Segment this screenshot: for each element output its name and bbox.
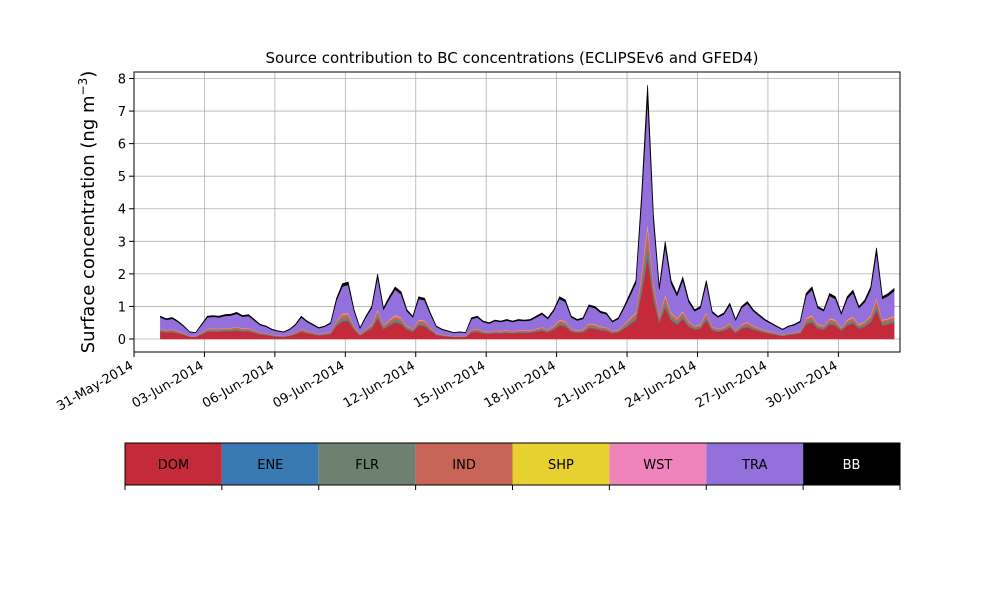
area-tra	[160, 97, 895, 337]
plot-frame	[133, 71, 901, 353]
stacked-areas	[160, 84, 895, 340]
legend-label-bb: BB	[843, 458, 861, 473]
legend-label-wst: WST	[643, 458, 672, 473]
y-tick-label-1: 1	[118, 300, 126, 315]
x-tick-label-9: 27-Jun-2014	[693, 358, 770, 411]
x-tick-label-6: 18-Jun-2014	[482, 358, 559, 411]
legend-swatch-bb	[803, 443, 900, 485]
legend-label-ene: ENE	[257, 458, 283, 473]
legend-swatch-ene	[221, 443, 319, 485]
x-tick-label-7: 21-Jun-2014	[552, 358, 629, 411]
y-tick-label-7: 7	[118, 105, 126, 120]
y-axis-label: Surface concentration (ng m−3)	[76, 71, 99, 354]
legend-label-flr: FLR	[355, 458, 379, 473]
y-tick-label-3: 3	[118, 235, 126, 250]
x-tick-label-3: 09-Jun-2014	[270, 358, 347, 411]
chart-title: Source contribution to BC concentrations…	[265, 49, 758, 67]
y-axis-label-main: Surface concentration (ng m	[78, 95, 99, 353]
x-axis-ticks: 31-May-201403-Jun-201406-Jun-201409-Jun-…	[54, 352, 840, 414]
legend-swatch-shp	[512, 443, 610, 485]
y-axis-ticks: 0 1 2 3 4 5 6 7 8	[118, 73, 134, 348]
y-tick-label-6: 6	[118, 138, 126, 153]
y-tick-label-8: 8	[118, 73, 126, 88]
axes-frame	[133, 71, 901, 353]
legend-swatch-wst	[609, 443, 707, 485]
legend-colorbar: DOM ENE FLR IND SHP WST TRA BB	[124, 442, 901, 490]
y-tick-label-5: 5	[118, 170, 126, 185]
legend-label-ind: IND	[452, 458, 476, 473]
legend-swatch-dom	[125, 443, 222, 485]
y-tick-label-4: 4	[118, 203, 126, 218]
legend-label-dom: DOM	[158, 458, 189, 473]
legend-swatch-ind	[415, 443, 513, 485]
area-wst	[160, 222, 895, 337]
y-axis-label-exponent: −3	[76, 78, 90, 96]
legend-label-tra: TRA	[741, 458, 767, 473]
legend-swatch-flr	[318, 443, 416, 485]
x-tick-label-2: 06-Jun-2014	[200, 358, 277, 411]
x-tick-label-5: 15-Jun-2014	[411, 358, 488, 411]
x-tick-label-8: 24-Jun-2014	[623, 358, 700, 411]
legend-swatch-tra	[706, 443, 804, 485]
x-tick-label-1: 03-Jun-2014	[130, 358, 207, 411]
y-axis-label-close: )	[78, 71, 99, 78]
x-tick-label-4: 12-Jun-2014	[341, 358, 418, 411]
x-tick-label-10: 30-Jun-2014	[764, 358, 841, 411]
grid-lines	[133, 72, 900, 352]
legend-label-shp: SHP	[548, 458, 574, 473]
y-tick-label-2: 2	[118, 268, 126, 283]
area-bb	[160, 84, 895, 334]
x-tick-label-0: 31-May-2014	[54, 358, 136, 414]
y-tick-label-0: 0	[118, 333, 126, 348]
